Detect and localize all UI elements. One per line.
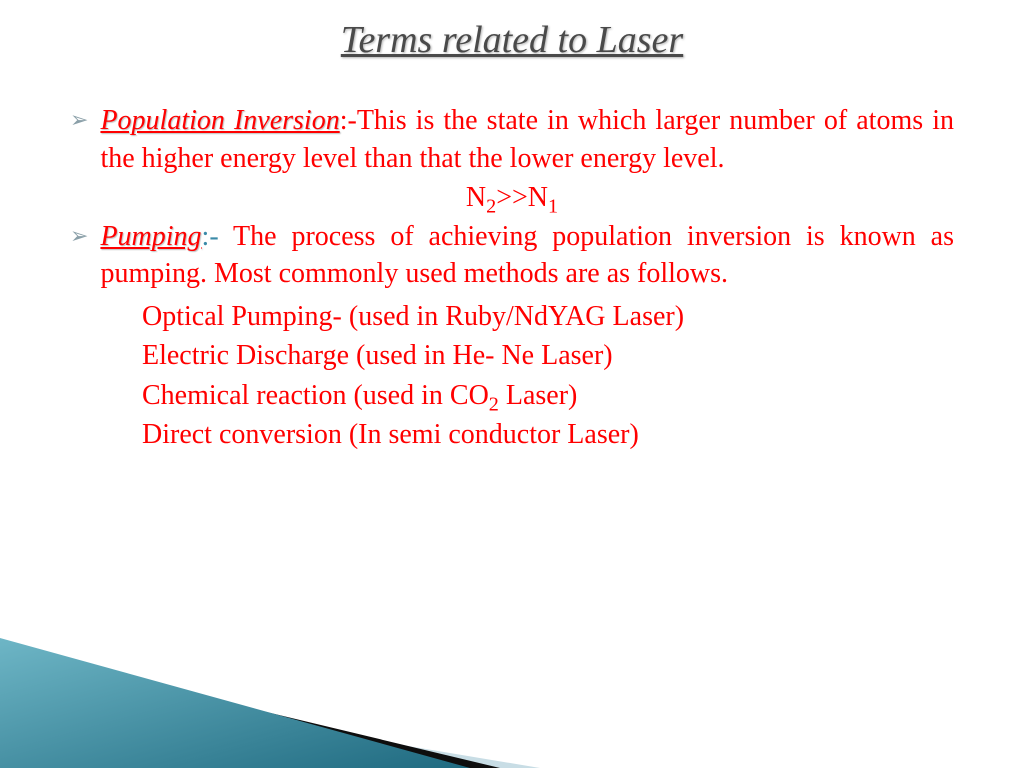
method-direct: Direct conversion (In semi conductor Las… bbox=[142, 415, 954, 454]
method-chem-pre: Chemical reaction (used in CO bbox=[142, 380, 489, 411]
term-separator: :- bbox=[202, 221, 219, 252]
corner-decoration bbox=[0, 638, 540, 768]
method-list: Optical Pumping- (used in Ruby/NdYAG Las… bbox=[70, 297, 954, 454]
method-chem-post: Laser) bbox=[499, 380, 578, 411]
term-definition: The process of achieving population inve… bbox=[100, 221, 954, 290]
bullet-marker-icon: ➢ bbox=[70, 218, 88, 294]
formula-op: >> bbox=[496, 182, 528, 213]
term-separator: :- bbox=[340, 105, 357, 136]
formula-sub2: 2 bbox=[486, 195, 496, 217]
method-electric: Electric Discharge (used in He- Ne Laser… bbox=[142, 336, 954, 375]
bullet-item-pumping: ➢ Pumping:- The process of achieving pop… bbox=[70, 218, 954, 294]
method-chemical: Chemical reaction (used in CO2 Laser) bbox=[142, 376, 954, 415]
method-optical: Optical Pumping- (used in Ruby/NdYAG Las… bbox=[142, 297, 954, 336]
slide-title: Terms related to Laser bbox=[0, 0, 1024, 62]
term-name: Pumping bbox=[100, 221, 201, 252]
formula: N2>>N1 bbox=[70, 182, 954, 214]
term-name: Population Inversion bbox=[100, 105, 339, 136]
formula-n1: N bbox=[528, 182, 548, 213]
bullet-marker-icon: ➢ bbox=[70, 102, 88, 178]
slide-content: ➢ Population Inversion:-This is the stat… bbox=[0, 62, 1024, 454]
method-chem-sub: 2 bbox=[489, 393, 499, 415]
bullet-item-population-inversion: ➢ Population Inversion:-This is the stat… bbox=[70, 102, 954, 178]
item-body: Population Inversion:-This is the state … bbox=[100, 102, 954, 178]
formula-n2: N bbox=[466, 182, 486, 213]
formula-sub1: 1 bbox=[548, 195, 558, 217]
item-body: Pumping:- The process of achieving popul… bbox=[100, 218, 954, 294]
